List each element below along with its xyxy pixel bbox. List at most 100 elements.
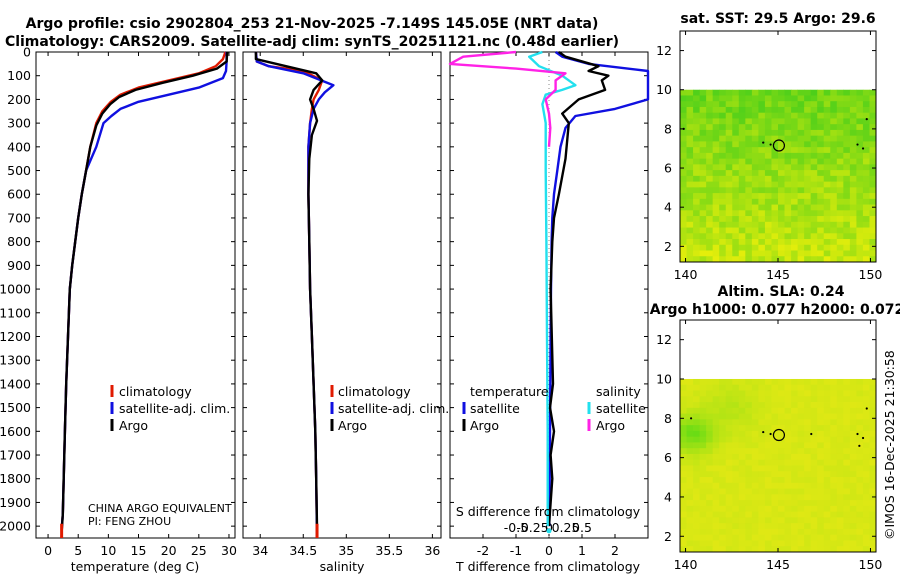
heatmap-cell: [680, 384, 687, 391]
heatmap-cell: [732, 378, 740, 386]
heatmap-cell: [771, 187, 779, 194]
heatmap-cell: [791, 448, 798, 455]
heatmap-cell: [764, 477, 772, 484]
heatmap-cell: [862, 141, 870, 148]
heatmap-cell: [862, 546, 870, 553]
heatmap-cell: [725, 390, 733, 397]
depth-tick-label: 700: [7, 210, 31, 225]
heatmap-cell: [699, 187, 707, 194]
sla-map-title: Altim. SLA: 0.24: [717, 284, 844, 300]
heatmap-cell: [784, 528, 792, 536]
heatmap-cell: [849, 402, 857, 409]
heatmap-cell: [810, 233, 818, 240]
heatmap-cell: [778, 227, 785, 234]
heatmap-cell: [784, 118, 792, 125]
heatmap-cell: [791, 95, 798, 102]
heatmap-cell: [764, 95, 772, 102]
heatmap-cell: [843, 95, 851, 102]
heatmap-cell: [745, 106, 753, 114]
heatmap-cell: [797, 210, 805, 217]
heatmap-cell: [764, 523, 772, 530]
heatmap-cell: [849, 465, 857, 472]
heatmap-cell: [699, 106, 707, 114]
heatmap-cell: [745, 216, 753, 223]
heatmap-cell: [810, 141, 818, 148]
heatmap-cell: [699, 164, 707, 171]
heatmap-cell: [856, 523, 864, 530]
heatmap-cell: [862, 95, 870, 102]
heatmap-cell: [693, 170, 700, 177]
heatmap-cell: [758, 181, 766, 188]
heatmap-cell: [719, 181, 727, 188]
heatmap-cell: [836, 528, 844, 536]
heatmap-cell: [732, 534, 740, 541]
heatmap-cell: [830, 187, 838, 194]
heatmap-cell: [745, 425, 753, 432]
x-tick-label: -1: [510, 543, 522, 558]
heatmap-cell: [758, 419, 766, 426]
heatmap-cell: [686, 239, 694, 246]
heatmap-cell: [797, 523, 805, 530]
depth-tick-label: 1500: [0, 400, 31, 415]
heatmap-cell: [830, 193, 838, 200]
heatmap-cell: [764, 135, 772, 142]
heatmap-cell: [771, 141, 779, 148]
heatmap-cell: [764, 221, 772, 228]
heatmap-cell: [725, 407, 733, 414]
heatmap-cell: [849, 407, 857, 414]
heatmap-cell: [725, 442, 733, 449]
heatmap-cell: [725, 170, 733, 177]
heatmap-cell: [725, 482, 733, 489]
heatmap-cell: [745, 402, 753, 409]
heatmap-cell: [843, 517, 851, 524]
heatmap-cell: [738, 546, 746, 553]
heatmap-cell: [771, 402, 779, 409]
heatmap-cell: [862, 378, 870, 386]
heatmap-cell: [751, 210, 759, 217]
heatmap-cell: [804, 384, 812, 391]
heatmap-cell: [738, 152, 746, 160]
heatmap-cell: [862, 517, 870, 524]
heatmap-cell: [680, 500, 687, 507]
heatmap-cell: [849, 221, 857, 228]
heatmap-cell: [849, 112, 857, 119]
heatmap-cell: [732, 500, 740, 507]
heatmap-cell: [797, 528, 805, 536]
heatmap-cell: [823, 106, 831, 114]
heatmap-cell: [706, 118, 714, 125]
heatmap-cell: [764, 164, 772, 171]
heatmap-cell: [823, 129, 831, 137]
heatmap-cell: [706, 175, 714, 182]
heatmap-cell: [778, 250, 785, 257]
heatmap-cell: [791, 378, 798, 386]
heatmap-cell: [725, 101, 733, 108]
heatmap-cell: [699, 419, 707, 426]
heatmap-cell: [706, 448, 714, 455]
heatmap-cell: [758, 152, 766, 160]
heatmap-cell: [712, 465, 720, 472]
heatmap-cell: [869, 95, 877, 102]
heatmap-cell: [738, 158, 746, 165]
heatmap-cell: [823, 158, 831, 165]
heatmap-cell: [686, 106, 694, 114]
heatmap-cell: [680, 482, 687, 489]
heatmap-cell: [836, 244, 844, 251]
heatmap-cell: [810, 546, 818, 553]
heatmap-cell: [745, 413, 753, 420]
heatmap-cell: [856, 517, 864, 524]
heatmap-cell: [693, 216, 700, 223]
heatmap-cell: [686, 540, 694, 547]
heatmap-cell: [719, 471, 727, 478]
heatmap-cell: [732, 233, 740, 240]
heatmap-cell: [843, 471, 851, 478]
heatmap-cell: [823, 390, 831, 397]
heatmap-cell: [686, 459, 694, 466]
heatmap-cell: [699, 112, 707, 119]
heatmap-cell: [830, 239, 838, 246]
heatmap-cell: [706, 221, 714, 228]
heatmap-cell: [758, 396, 766, 403]
heatmap-cell: [771, 523, 779, 530]
heatmap-cell: [725, 124, 733, 131]
heatmap-cell: [797, 505, 805, 513]
